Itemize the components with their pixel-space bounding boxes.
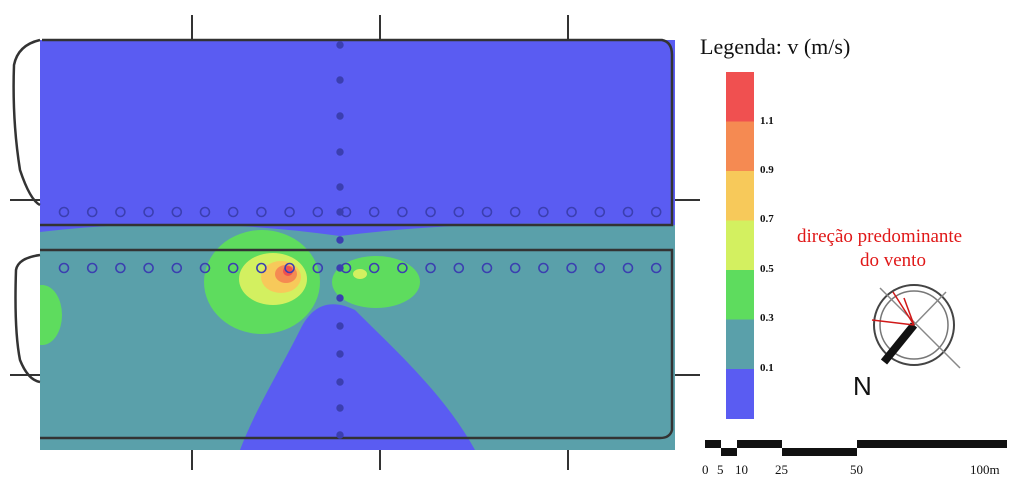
legend-label: 0.7 — [760, 213, 774, 225]
measurement-point — [171, 262, 183, 274]
legend-swatch — [726, 319, 754, 370]
measurement-point — [509, 262, 521, 274]
measurement-point — [284, 262, 295, 274]
legend-label: 0.9 — [760, 164, 774, 176]
scale-bar — [705, 440, 1007, 456]
measurement-point — [453, 206, 465, 218]
measurement-point — [622, 206, 634, 218]
scale-label: 0 — [702, 462, 709, 477]
measurement-point — [538, 262, 549, 274]
legend-swatch — [726, 369, 754, 419]
wind-note-line1: direção predominante — [797, 226, 962, 247]
legend-label: 1.1 — [760, 115, 774, 127]
north-label: N — [853, 371, 872, 401]
legend-color-bar — [726, 72, 754, 419]
legend-swatch — [726, 171, 754, 221]
measurement-point — [650, 206, 662, 218]
frame-ticks — [10, 15, 700, 470]
measurement-point — [336, 378, 344, 386]
measurement-point — [115, 262, 126, 274]
measurement-point — [86, 262, 98, 274]
legend-labels: 1.1 0.9 0.7 0.5 0.3 0.1 — [760, 115, 774, 374]
legend-swatch — [726, 72, 754, 122]
scale-label: 10 — [735, 462, 748, 477]
measurement-point — [336, 183, 344, 191]
measurement-point — [594, 206, 606, 218]
measurement-point — [171, 206, 183, 218]
measurement-point — [227, 262, 239, 274]
scale-label: 5 — [717, 462, 724, 477]
measurement-point — [368, 262, 380, 274]
scale-labels: 0 5 10 25 50 100m — [702, 462, 1000, 477]
legend-swatch — [726, 220, 754, 271]
legend-swatch — [726, 121, 754, 172]
measurement-point — [58, 206, 70, 218]
measurement-point — [199, 206, 211, 218]
measurement-point — [336, 112, 344, 120]
scale-label: 50 — [850, 462, 863, 477]
measurement-point — [425, 262, 436, 274]
scale-label: 100m — [970, 462, 1000, 477]
measurement-point — [336, 208, 344, 216]
measurement-point — [227, 206, 239, 218]
measurement-points — [58, 41, 662, 439]
measurement-point — [58, 262, 70, 274]
measurement-point — [650, 262, 662, 274]
measurement-point — [143, 262, 154, 274]
compass-icon — [873, 284, 961, 369]
measurement-point — [86, 206, 98, 218]
legend-title: Legenda: v (m/s) — [700, 34, 850, 59]
scale-label: 25 — [775, 462, 788, 477]
measurement-point — [453, 262, 465, 274]
measurement-point — [312, 262, 324, 274]
measurement-point — [368, 206, 380, 218]
measurement-point — [336, 431, 344, 439]
measurement-point — [336, 148, 344, 156]
measurement-point — [397, 206, 408, 218]
measurement-point — [115, 206, 126, 218]
measurement-point — [256, 262, 267, 274]
legend-swatch — [726, 270, 754, 320]
measurement-point — [397, 262, 408, 274]
measurement-point — [566, 262, 577, 274]
legend-label: 0.3 — [760, 312, 774, 324]
measurement-point — [312, 206, 324, 218]
measurement-point — [481, 262, 493, 274]
measurement-point — [336, 41, 344, 49]
measurement-point — [566, 206, 577, 218]
velocity-contour-map — [40, 40, 675, 450]
measurement-point — [425, 206, 436, 218]
measurement-point — [256, 206, 267, 218]
measurement-point — [538, 206, 549, 218]
measurement-point — [143, 206, 154, 218]
measurement-point — [594, 262, 606, 274]
measurement-point — [622, 262, 634, 274]
building-outlines — [12, 38, 674, 440]
legend-label: 0.5 — [760, 263, 774, 275]
measurement-point — [336, 404, 344, 412]
legend-label: 0.1 — [760, 362, 774, 374]
measurement-point — [336, 294, 344, 302]
measurement-point — [199, 262, 211, 274]
measurement-point — [336, 236, 344, 244]
measurement-point — [336, 264, 344, 272]
wind-note-line2: do vento — [860, 250, 926, 271]
measurement-point — [481, 206, 493, 218]
zone-green-edge — [40, 285, 62, 345]
measurement-point — [336, 322, 344, 330]
measurement-point — [336, 76, 344, 84]
measurement-point — [509, 206, 521, 218]
wind-direction-arrow-icon — [871, 291, 915, 326]
measurement-point — [284, 206, 295, 218]
zone-teal — [40, 223, 675, 450]
zone-yellow-green-small — [353, 269, 367, 279]
measurement-point — [336, 350, 344, 358]
